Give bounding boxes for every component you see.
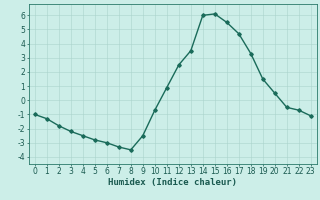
X-axis label: Humidex (Indice chaleur): Humidex (Indice chaleur) bbox=[108, 178, 237, 187]
